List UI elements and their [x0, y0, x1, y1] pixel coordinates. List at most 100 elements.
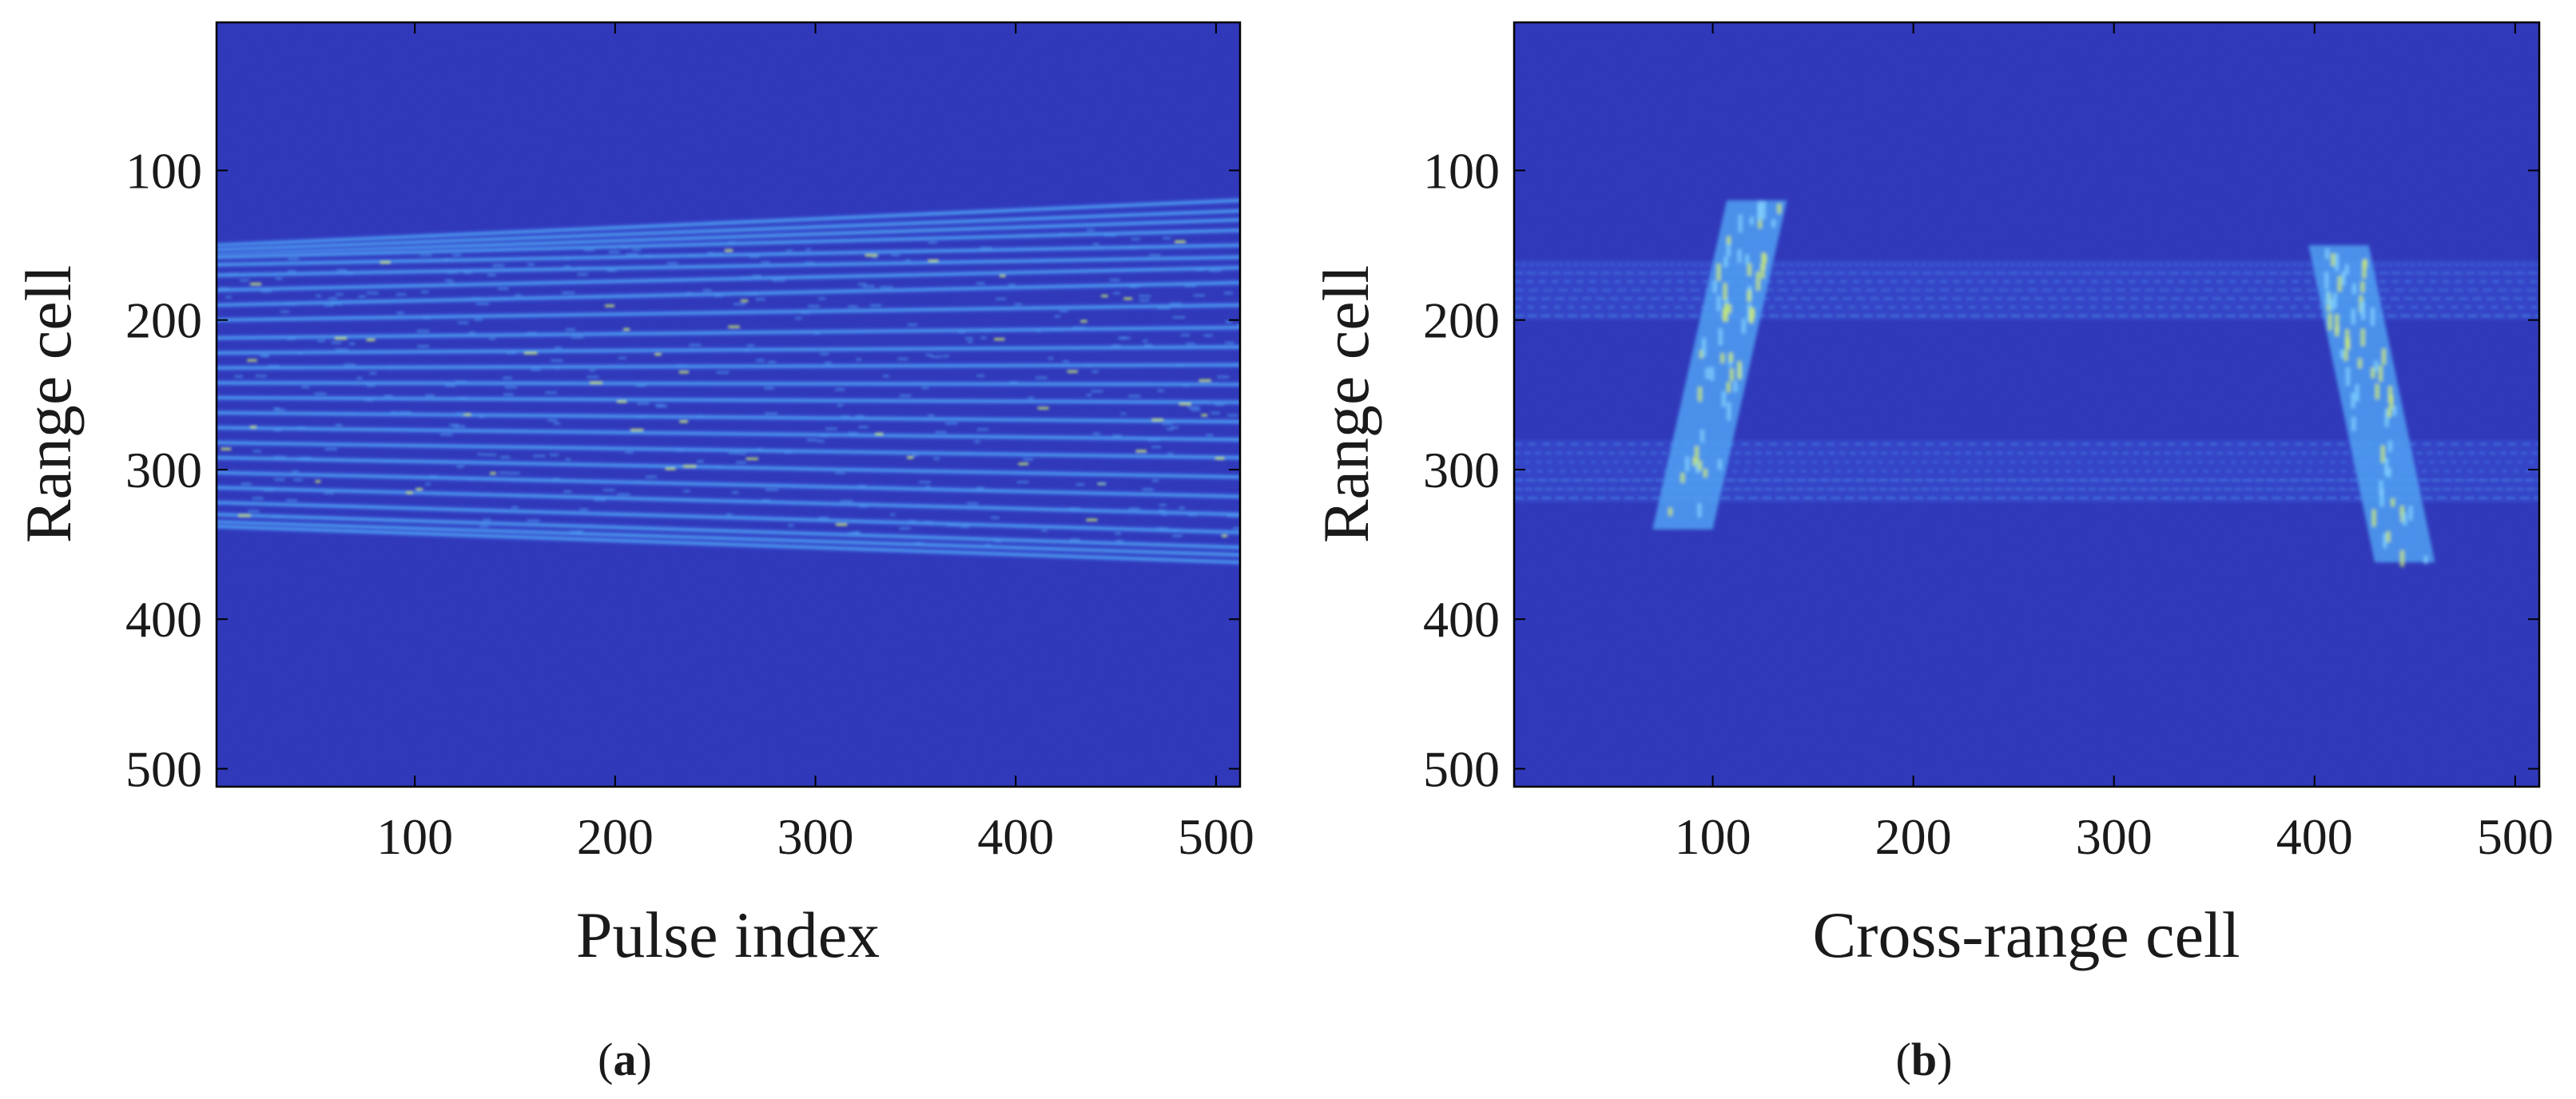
speckle-a-124 — [636, 384, 646, 387]
speckle-a-24 — [356, 376, 363, 379]
trajectory-5 — [217, 256, 1240, 277]
target-1-scatter-40 — [2400, 511, 2405, 522]
speckle-a-64 — [617, 400, 627, 403]
target-1-scatter-24 — [2351, 416, 2356, 431]
speckle-a-51 — [1162, 423, 1173, 426]
speckle-a-75 — [336, 268, 348, 272]
speckle-a-241 — [1203, 334, 1213, 337]
target-1-scatter-58 — [2370, 307, 2375, 326]
target-1 — [2308, 245, 2435, 563]
target-0-scatter-34 — [1729, 367, 1734, 382]
speckle-a-13 — [549, 454, 559, 457]
speckle-a-17 — [369, 371, 377, 375]
speckle-a-359 — [366, 339, 376, 342]
speckle-a-309 — [1069, 538, 1080, 542]
x-tick-label-a-500: 500 — [1178, 808, 1254, 865]
speckle-a-305 — [477, 453, 485, 456]
speckle-a-160 — [579, 508, 589, 511]
speckle-a-313 — [717, 466, 722, 469]
trajectory-19 — [217, 486, 1240, 516]
speckle-a-53 — [500, 455, 511, 458]
speckle-a-101 — [1008, 284, 1016, 287]
speckle-a-113 — [301, 386, 310, 389]
speckle-a-190 — [711, 252, 724, 256]
speckle-a-46 — [800, 311, 811, 314]
speckle-a-77 — [683, 465, 697, 468]
speckle-a-18 — [805, 261, 815, 264]
target-1-scatter-28 — [2378, 365, 2383, 382]
speckle-a-375 — [725, 513, 733, 516]
speckle-a-328 — [479, 268, 490, 272]
speckle-a-274 — [449, 282, 455, 285]
target-1-scatter-0 — [2362, 260, 2367, 279]
speckle-a-283 — [606, 269, 617, 272]
speckle-a-71 — [1086, 394, 1092, 397]
speckle-a-99 — [483, 518, 491, 522]
speckle-a-249 — [764, 387, 774, 390]
target-0-scatter-0 — [1710, 367, 1715, 381]
speckle-a-141 — [1080, 319, 1087, 323]
speckle-a-144 — [976, 428, 989, 431]
speckle-a-132 — [221, 447, 232, 450]
speckle-a-320 — [683, 490, 690, 493]
target-0-scatter-35 — [1733, 381, 1738, 392]
speckle-a-202 — [625, 450, 634, 454]
speckle-a-360 — [250, 426, 257, 429]
speckle-a-26 — [905, 259, 911, 262]
speckle-a-258 — [504, 386, 517, 389]
speckle-a-167 — [578, 267, 586, 270]
speckle-a-373 — [330, 302, 343, 305]
target-0-scatter-24 — [1712, 280, 1717, 293]
target-0-scatter-27 — [1726, 382, 1731, 393]
speckle-a-88 — [858, 426, 869, 429]
speckle-a-119 — [772, 279, 785, 282]
speckle-a-189 — [924, 485, 930, 488]
speckle-a-413 — [425, 482, 431, 486]
x-tick-label-a-200: 200 — [577, 808, 654, 865]
speckle-a-248 — [728, 241, 737, 244]
speckle-a-411 — [250, 282, 261, 285]
speckle-a-139 — [406, 491, 413, 494]
speckle-a-229 — [618, 356, 626, 359]
speckle-a-23 — [506, 351, 517, 355]
speckle-a-311 — [444, 279, 453, 282]
speckle-a-197 — [422, 316, 431, 319]
speckle-a-386 — [1217, 375, 1230, 379]
target-0-scatter-23 — [1685, 456, 1690, 472]
speckle-a-353 — [1209, 269, 1222, 272]
speckle-a-176 — [1059, 232, 1068, 236]
x-tick-label-b-200: 200 — [1875, 808, 1952, 865]
speckle-a-214 — [825, 361, 832, 364]
speckle-a-159 — [1035, 376, 1047, 379]
axes-frame-a — [215, 21, 1242, 788]
speckle-a-59 — [976, 282, 985, 285]
target-1-scatter-32 — [2360, 328, 2365, 347]
speckle-a-391 — [981, 328, 992, 331]
target-0-scatter-54 — [1737, 361, 1742, 379]
speckle-a-306 — [788, 524, 794, 527]
speckle-a-327 — [1086, 518, 1098, 522]
speckle-a-83 — [1037, 407, 1049, 410]
speckle-a-198 — [1210, 411, 1220, 415]
x-ticks-a: 100 200 300 400 500 — [376, 22, 1254, 865]
speckle-a-300 — [1159, 503, 1167, 506]
speckle-a-107 — [875, 432, 884, 435]
speckle-a-193 — [1092, 432, 1100, 435]
speckle-a-357 — [805, 248, 811, 251]
speckle-a-169 — [1195, 268, 1205, 272]
target-1-scatter-18 — [2387, 407, 2391, 418]
target-1-scatter-23 — [2386, 531, 2391, 542]
speckle-a-272 — [447, 271, 458, 274]
speckle-a-50 — [697, 459, 704, 462]
target-1-scatter-16 — [2400, 550, 2405, 567]
speckle-a-358 — [503, 393, 514, 396]
speckle-a-181 — [1063, 360, 1069, 363]
target-1-scatter-1 — [2331, 253, 2335, 267]
speckle-a-187 — [1041, 529, 1047, 532]
speckle-a-27 — [1018, 462, 1029, 466]
speckle-a-307 — [1147, 438, 1160, 442]
trajectory-16 — [217, 441, 1240, 459]
speckle-a-123 — [880, 286, 893, 289]
speckle-a-273 — [765, 488, 778, 491]
speckle-a-116 — [219, 287, 229, 290]
